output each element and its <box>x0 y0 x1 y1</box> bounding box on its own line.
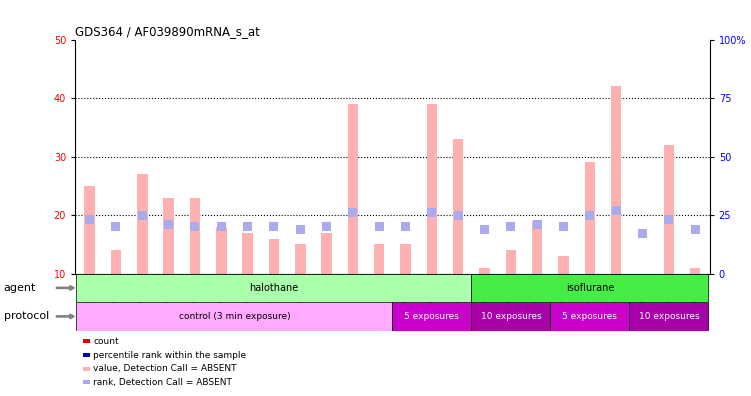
Bar <box>322 223 331 231</box>
Bar <box>612 206 620 215</box>
Bar <box>584 162 595 274</box>
Bar <box>453 139 463 274</box>
Bar <box>532 220 541 229</box>
Bar <box>269 238 279 274</box>
Bar <box>629 302 708 331</box>
Bar <box>296 225 305 234</box>
Text: 5 exposures: 5 exposures <box>562 312 617 321</box>
Bar <box>164 220 173 229</box>
Bar <box>137 174 147 274</box>
Bar <box>427 208 436 217</box>
Bar <box>401 223 410 231</box>
Bar <box>137 211 146 219</box>
Bar <box>190 198 201 274</box>
Bar <box>480 225 489 234</box>
Bar <box>85 215 94 224</box>
Bar <box>191 223 199 231</box>
Bar <box>691 225 700 234</box>
Bar <box>270 223 279 231</box>
Bar <box>400 244 411 274</box>
Bar <box>505 250 516 274</box>
Text: control (3 min exposure): control (3 min exposure) <box>179 312 290 321</box>
Bar <box>611 86 622 274</box>
Bar <box>586 211 594 219</box>
Bar <box>216 227 227 274</box>
Text: percentile rank within the sample: percentile rank within the sample <box>93 350 246 360</box>
Bar <box>110 250 121 274</box>
Bar <box>454 211 463 219</box>
Bar <box>392 302 472 331</box>
Bar <box>550 302 629 331</box>
Text: rank, Detection Call = ABSENT: rank, Detection Call = ABSENT <box>93 378 232 387</box>
Bar <box>479 268 490 274</box>
Bar <box>243 223 252 231</box>
Bar <box>77 274 472 302</box>
Text: count: count <box>93 337 119 346</box>
Text: GDS364 / AF039890mRNA_s_at: GDS364 / AF039890mRNA_s_at <box>75 25 260 38</box>
Text: 10 exposures: 10 exposures <box>481 312 541 321</box>
Bar <box>84 186 95 274</box>
Text: isoflurane: isoflurane <box>566 283 614 293</box>
Bar <box>638 229 647 238</box>
Bar <box>111 223 120 231</box>
Bar <box>217 223 226 231</box>
Bar <box>532 221 542 274</box>
Bar <box>348 208 357 217</box>
Bar <box>638 274 648 326</box>
Bar <box>472 274 708 302</box>
Bar <box>427 104 437 274</box>
Text: agent: agent <box>4 283 36 293</box>
Bar <box>295 244 306 274</box>
Bar <box>321 233 332 274</box>
Text: value, Detection Call = ABSENT: value, Detection Call = ABSENT <box>93 364 237 373</box>
Bar <box>559 223 568 231</box>
Bar <box>664 145 674 274</box>
Bar <box>690 268 701 274</box>
Bar <box>374 244 385 274</box>
Bar <box>243 233 253 274</box>
Bar <box>163 198 173 274</box>
Text: 5 exposures: 5 exposures <box>405 312 460 321</box>
Bar <box>348 104 358 274</box>
Text: 10 exposures: 10 exposures <box>638 312 699 321</box>
Bar <box>665 215 674 224</box>
Bar <box>472 302 550 331</box>
Bar <box>375 223 384 231</box>
Bar <box>558 256 569 274</box>
Text: halothane: halothane <box>249 283 299 293</box>
Bar <box>77 302 392 331</box>
Bar <box>506 223 515 231</box>
Text: protocol: protocol <box>4 311 49 322</box>
